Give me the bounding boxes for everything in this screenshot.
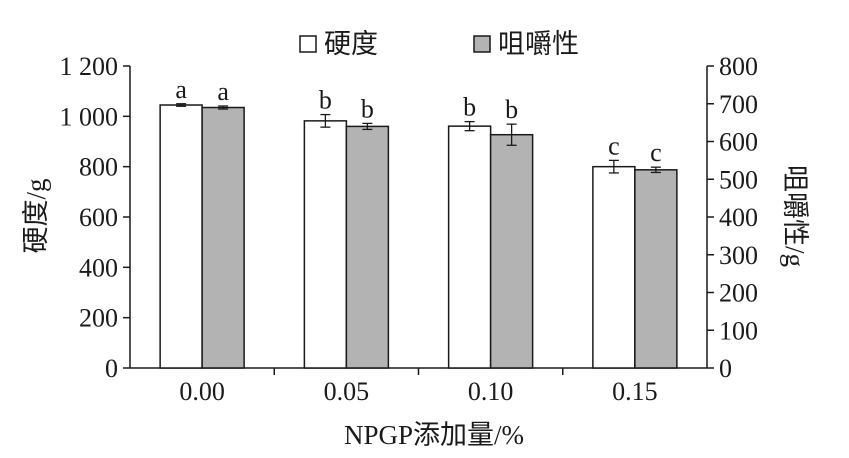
x-tick-label: 0.10 xyxy=(468,377,514,406)
plot-area: 0 200 400 600 800 1 000 1 200 0 100 200 300 400 500 6… xyxy=(60,52,759,406)
bar-chewiness xyxy=(489,133,534,369)
bar-chewiness xyxy=(345,125,390,369)
legend: 硬度 咀嚼性 xyxy=(299,29,579,59)
significance-label: a xyxy=(217,77,229,106)
bar-hardness xyxy=(592,165,636,369)
significance-label: c xyxy=(650,138,662,167)
bar-chewiness xyxy=(634,169,678,369)
y-right-tick-label: 100 xyxy=(719,316,758,345)
x-tick-label: 0.00 xyxy=(179,377,225,406)
y-axis-title-left: 硬度/g xyxy=(21,178,51,253)
y-right-tick-label: 0 xyxy=(719,354,732,383)
y-right-tick-label: 200 xyxy=(719,279,758,308)
y-right-tick-label: 600 xyxy=(719,128,758,157)
y-left-tick-label: 800 xyxy=(79,153,118,182)
bar-chewiness xyxy=(201,106,245,369)
y-left-tick-label: 1 200 xyxy=(60,52,119,81)
bar-hardness xyxy=(447,125,492,369)
significance-label: b xyxy=(361,94,374,123)
y-right-tick-label: 500 xyxy=(719,165,758,194)
legend-label-chewiness: 咀嚼性 xyxy=(498,29,579,59)
legend-swatch-hardness xyxy=(299,35,317,53)
y-right-tick-label: 800 xyxy=(719,52,758,81)
legend-label-hardness: 硬度 xyxy=(324,29,378,59)
y-left-tick-label: 400 xyxy=(79,253,118,282)
x-tick-label: 0.15 xyxy=(612,377,658,406)
x-tick-label: 0.05 xyxy=(324,377,370,406)
significance-label: b xyxy=(463,93,476,122)
y-right-tick-label: 300 xyxy=(719,241,758,270)
significance-label: b xyxy=(319,86,332,115)
significance-label: a xyxy=(175,75,187,104)
y-left-tick-label: 0 xyxy=(105,354,118,383)
y-axis-title-right: 咀嚼性/g xyxy=(780,165,810,267)
bar-hardness xyxy=(159,104,203,369)
y-left-tick-label: 600 xyxy=(79,203,118,232)
y-right-tick-label: 400 xyxy=(719,203,758,232)
bar-hardness xyxy=(303,120,348,369)
y-left-tick-label: 1 000 xyxy=(60,102,119,131)
legend-swatch-chewiness xyxy=(473,35,491,53)
y-right-tick-label: 700 xyxy=(719,90,758,119)
significance-label: c xyxy=(608,131,620,160)
y-left-tick-label: 200 xyxy=(79,304,118,333)
significance-label: b xyxy=(505,95,518,124)
x-axis-title: NPGP添加量/% xyxy=(344,420,524,450)
